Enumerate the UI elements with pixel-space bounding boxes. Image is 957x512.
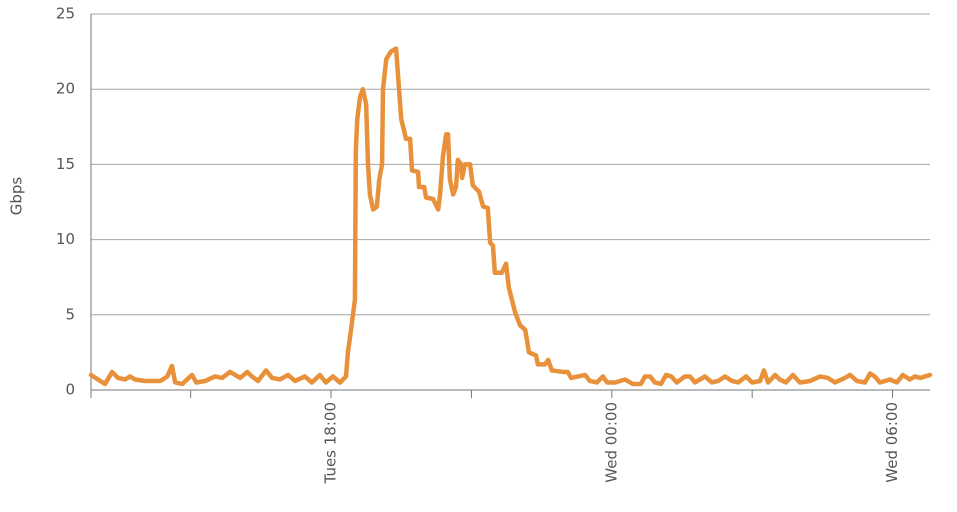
y-tick-label: 0 [65, 381, 75, 399]
y-tick-label: 10 [56, 230, 75, 248]
x-tick-label: Wed 00:00 [602, 402, 620, 483]
y-tick-label: 20 [56, 80, 75, 98]
x-tick-label: Tues 18:00 [322, 402, 340, 484]
y-tick-label: 5 [65, 305, 75, 323]
y-tick-label: 25 [56, 5, 75, 23]
x-tick-label: Wed 06:00 [883, 402, 901, 483]
data-line [88, 46, 933, 387]
y-tick-label: 15 [56, 155, 75, 173]
y-axis-label: Gbps [8, 177, 26, 216]
